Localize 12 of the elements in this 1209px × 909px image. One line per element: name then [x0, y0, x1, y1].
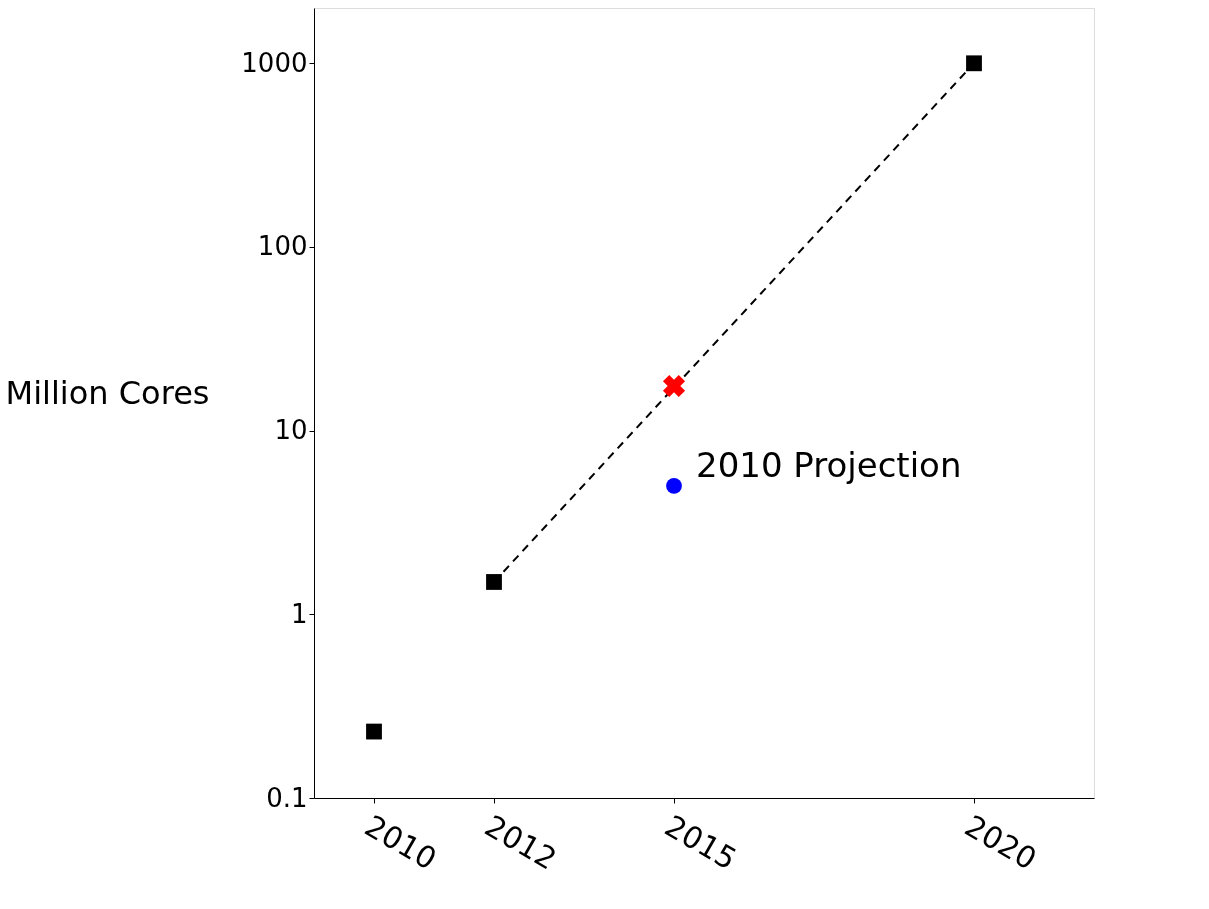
point: [966, 55, 982, 72]
y-tick-label: 10: [274, 415, 308, 446]
point: [486, 574, 502, 590]
y-tick-label: 1000: [241, 47, 308, 78]
y-tick-label: 0.1: [266, 782, 308, 813]
y-tick-label: 100: [257, 231, 308, 262]
annotation: 2010 Projection: [696, 444, 962, 485]
point: [366, 723, 382, 740]
y-tick-label: 1: [290, 598, 308, 629]
y-axis-title: Million Cores: [5, 373, 210, 412]
point: [662, 374, 686, 398]
point: [666, 478, 682, 494]
